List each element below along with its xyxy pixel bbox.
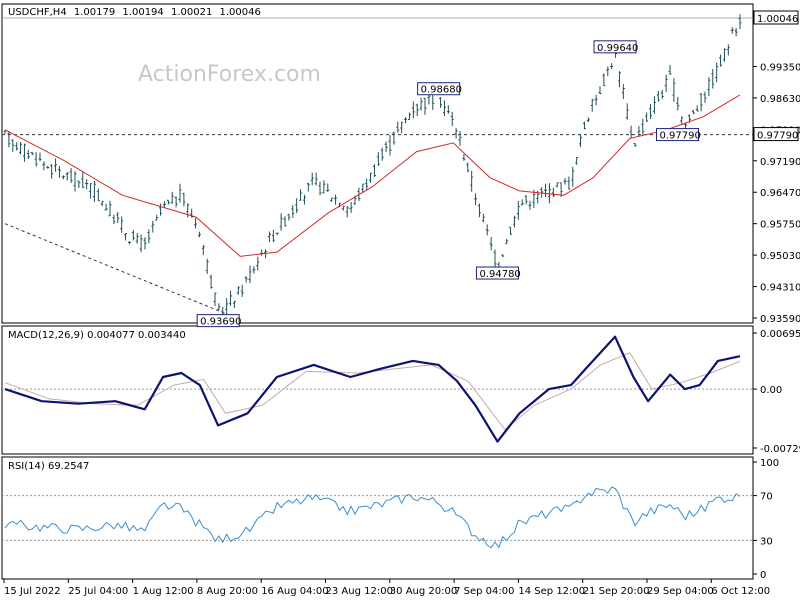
- rsi-axis-label: 100: [760, 458, 779, 469]
- annotation-label: 0.97790: [660, 131, 701, 142]
- x-axis-label: 7 Sep 04:00: [454, 586, 514, 597]
- price-axis-label: 0.95750: [760, 220, 800, 231]
- macd-signal-line: [4, 352, 741, 431]
- x-axis-label: 23 Aug 12:00: [326, 586, 393, 597]
- x-axis-label: 15 Jul 2022: [4, 586, 61, 597]
- axes: 0.93590 0.94310 0.95030 0.95750 0.96470 0.971…: [3, 10, 800, 597]
- rsi-axis-label: 30: [760, 536, 773, 547]
- rsi-line: [4, 486, 741, 549]
- price-series: 0.93690 0.98680 0.94780 0.99640 0.97790: [2, 14, 753, 328]
- price-axis-label: 0.93590: [760, 314, 800, 325]
- watermark: ActionForex.com: [138, 62, 321, 87]
- macd-axis-label: 0.00: [760, 385, 782, 396]
- x-axis-label: 16 Aug 04:00: [261, 586, 328, 597]
- annotation-label: 0.99640: [597, 43, 638, 54]
- rsi-title: RSI(14) 69.2547: [8, 461, 89, 472]
- price-axis-label: 0.96470: [760, 188, 800, 199]
- price-axis-label: 0.95030: [760, 251, 800, 262]
- macd-line: [4, 335, 741, 443]
- price-low: 1.00021: [171, 7, 212, 18]
- price-axis-label: 0.98630: [760, 94, 800, 105]
- rsi-axis-label: 0: [760, 570, 766, 581]
- annotation-box: [475, 266, 519, 280]
- price-close: 1.00046: [220, 7, 261, 18]
- annotation-label: 0.93690: [200, 317, 241, 328]
- annotation-box: [417, 82, 461, 96]
- price-axis-label: 0.99350: [760, 62, 800, 73]
- x-axis-label: 8 Aug 20:00: [197, 586, 258, 597]
- price-symbol-title: USDCHF,H4: [8, 7, 67, 18]
- rsi-series: [2, 486, 753, 549]
- macd-title: MACD(12,26,9) 0.004077 0.003440: [8, 330, 186, 341]
- x-axis-label: 14 Sep 12:00: [518, 586, 585, 597]
- price-axis-label: 0.94310: [760, 283, 800, 294]
- annotation-box: [656, 128, 700, 142]
- x-axis-label: 25 Jul 04:00: [68, 586, 128, 597]
- x-axis-label: 30 Aug 20:00: [390, 586, 457, 597]
- trendline: [4, 223, 226, 315]
- annotation-label: 0.94780: [479, 269, 520, 280]
- price-axis-label: 0.97190: [760, 157, 800, 168]
- price-open: 1.00179: [74, 7, 115, 18]
- annotation-label: 0.98680: [421, 85, 462, 96]
- x-axis-label: 21 Sep 20:00: [583, 586, 650, 597]
- macd-axis-label: 0.006954: [760, 329, 800, 340]
- macd-axis-label: -0.007294: [760, 444, 800, 455]
- annotation-box: [196, 314, 240, 328]
- macd-panel-frame: [1, 325, 754, 455]
- x-axis-label: 29 Sep 04:00: [647, 586, 714, 597]
- annotation-box: [593, 40, 637, 54]
- macd-series: [2, 335, 753, 443]
- last-price-label: 1.00046: [757, 14, 798, 25]
- x-axis-label: 6 Oct 12:00: [711, 586, 770, 597]
- x-axis-label: 1 Aug 12:00: [133, 586, 194, 597]
- last-price-tag: [753, 10, 799, 25]
- rsi-panel-frame: [1, 456, 754, 580]
- rsi-axis-label: 70: [760, 492, 773, 503]
- support-level-tag: [753, 127, 799, 142]
- price-panel-frame: [1, 3, 754, 324]
- price-high: 1.00194: [122, 7, 163, 18]
- moving-average-line: [4, 94, 741, 257]
- support-level-label: 0.97790: [757, 131, 798, 142]
- price-title: USDCHF,H4 1.00179 1.00194 1.00021 1.0004…: [8, 7, 261, 18]
